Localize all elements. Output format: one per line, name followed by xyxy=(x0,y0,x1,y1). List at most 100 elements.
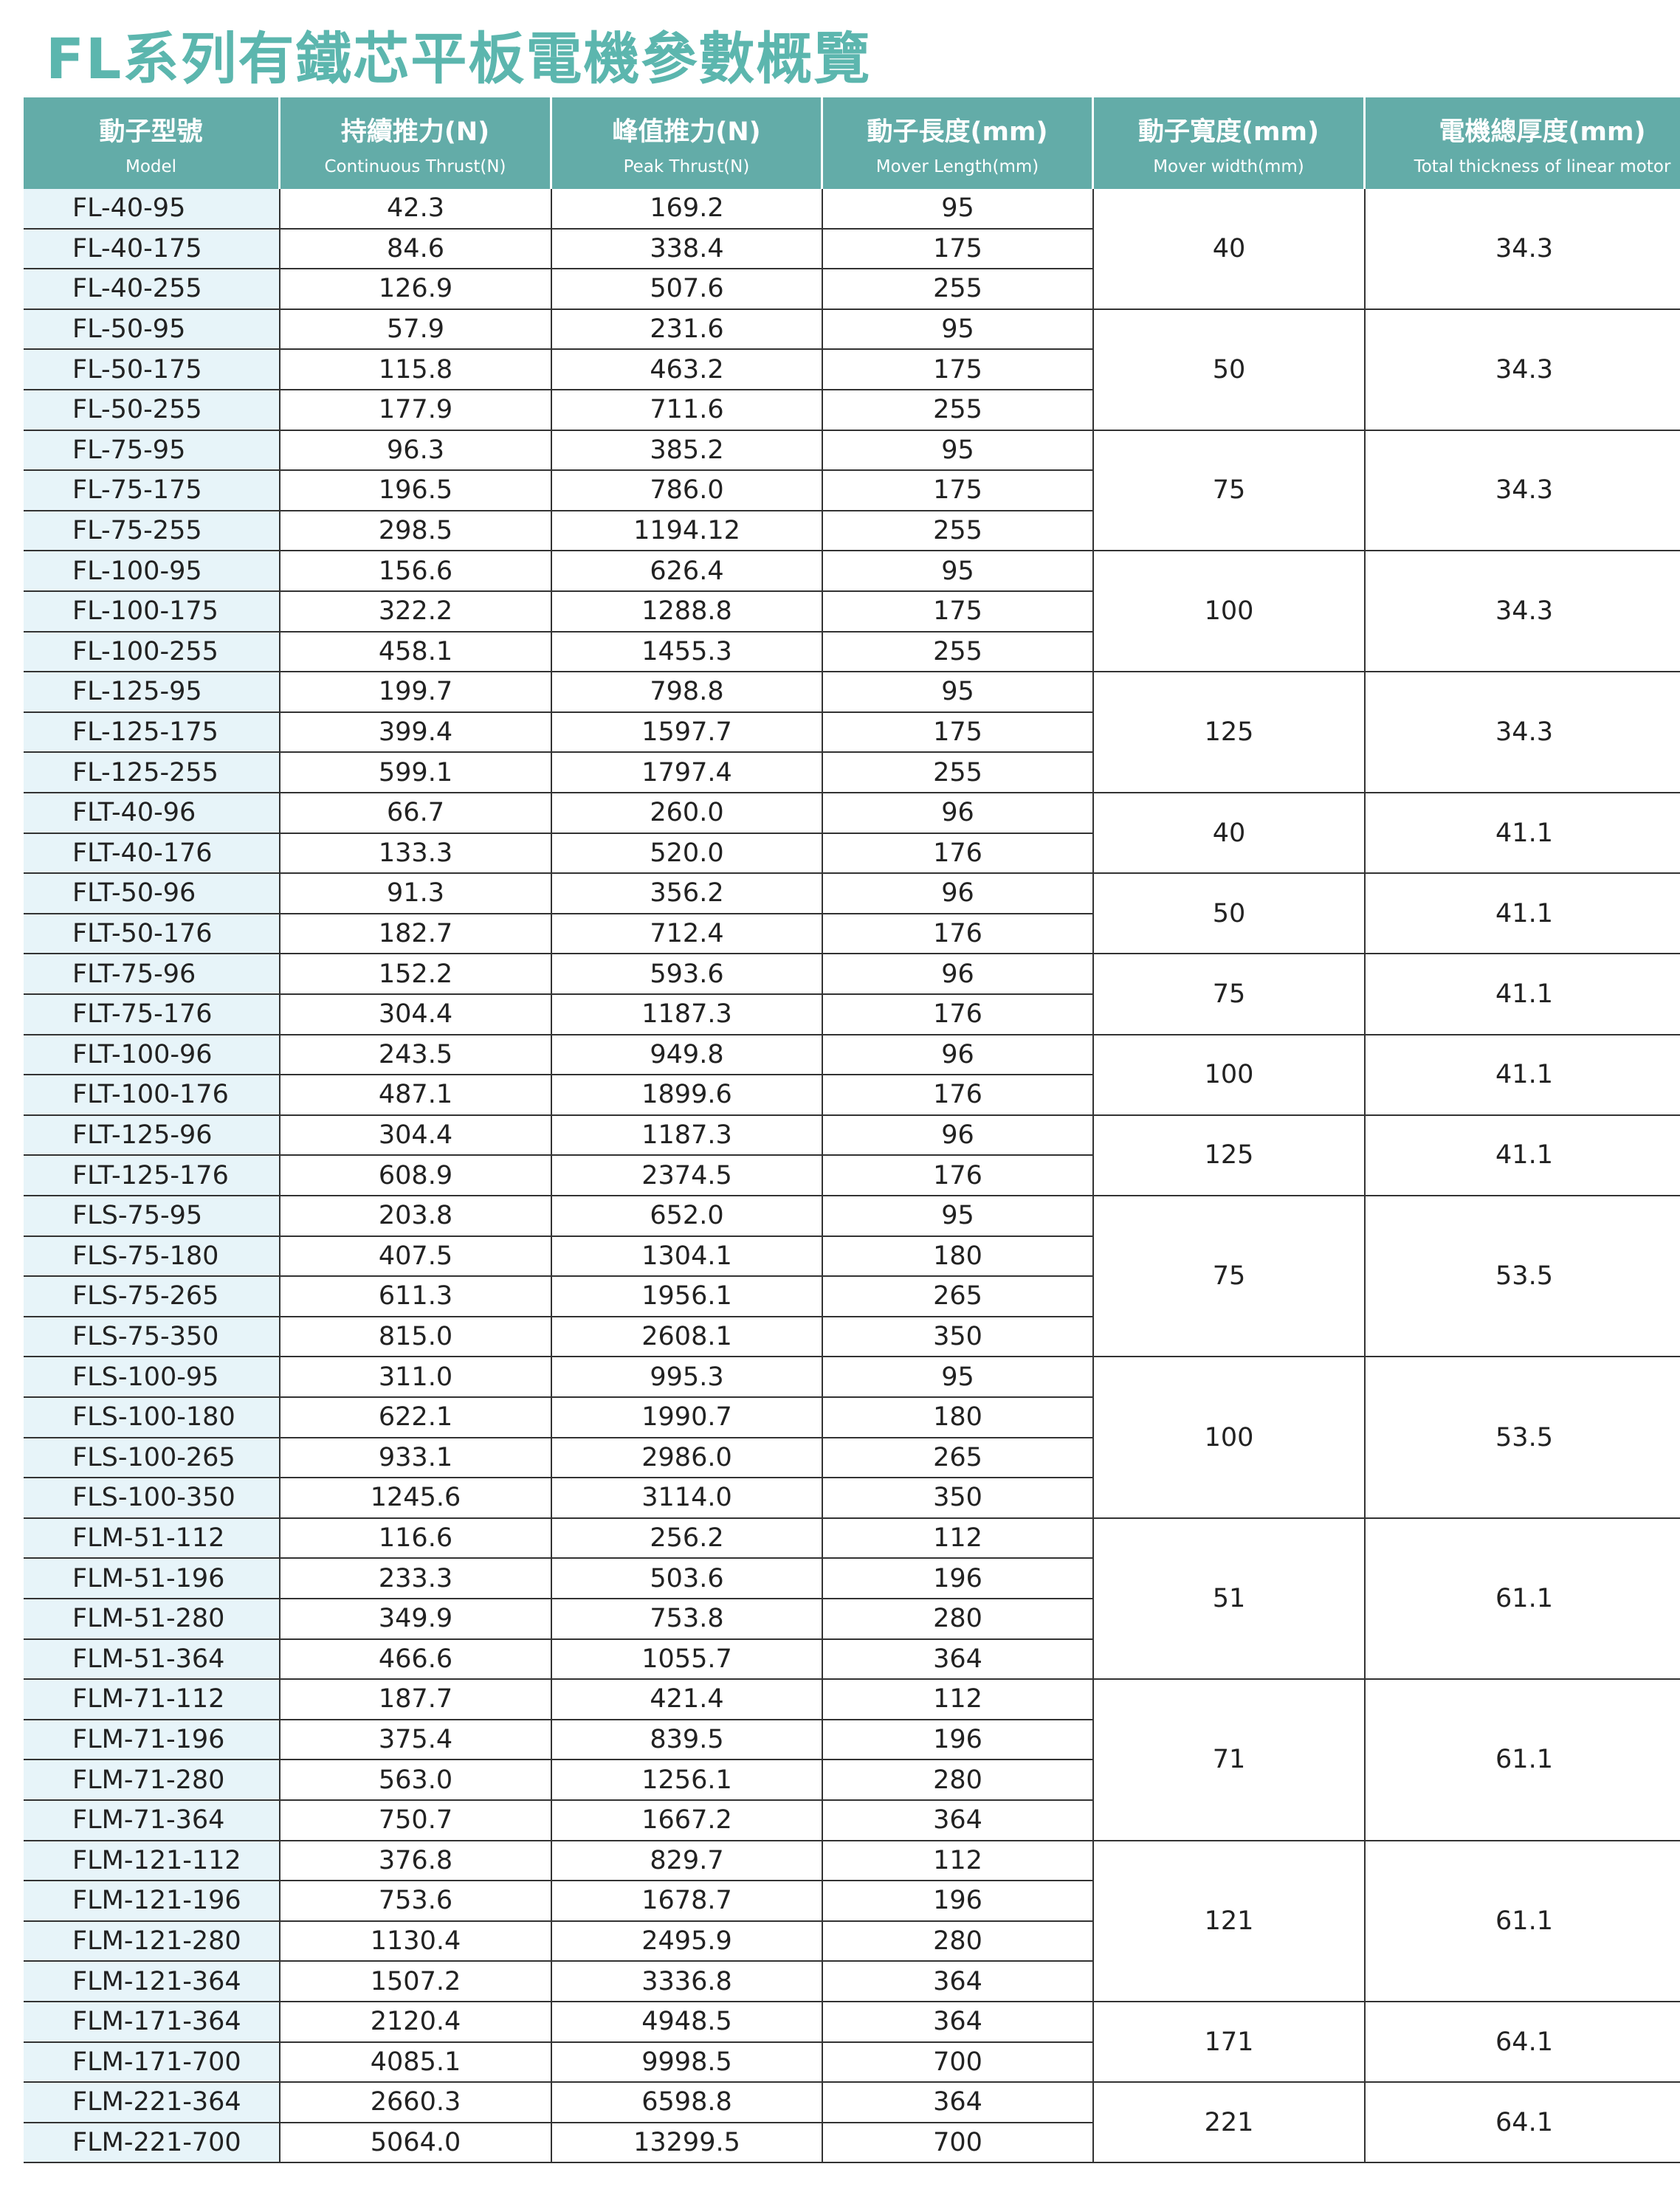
width-cell: 40 xyxy=(1094,189,1366,310)
thickness-cell: 41.1 xyxy=(1366,1116,1680,1196)
model-cell: FL-75-95 xyxy=(24,430,280,472)
value-cell: 700 xyxy=(823,2042,1094,2084)
width-cell: 125 xyxy=(1094,672,1366,793)
model-cell: FLT-50-176 xyxy=(24,914,280,955)
header-cell: 動子長度(mm) Mover Length(mm) xyxy=(823,97,1094,189)
value-cell: 949.8 xyxy=(552,1035,823,1076)
model-cell: FLT-40-96 xyxy=(24,793,280,834)
header-en: Mover width(mm) xyxy=(1153,156,1304,176)
value-cell: 4085.1 xyxy=(280,2042,552,2084)
model-cell: FLM-51-364 xyxy=(24,1639,280,1681)
width-cell: 50 xyxy=(1094,309,1366,431)
value-cell: 364 xyxy=(823,2002,1094,2043)
width-cell: 121 xyxy=(1094,1841,1366,2002)
value-cell: 233.3 xyxy=(280,1559,552,1599)
value-cell: 463.2 xyxy=(552,350,823,390)
header-zh: 動子型號 xyxy=(99,117,203,147)
value-cell: 175 xyxy=(823,712,1094,754)
value-cell: 304.4 xyxy=(280,1115,552,1157)
thickness-cell: 34.3 xyxy=(1366,310,1680,431)
thickness-cell: 61.1 xyxy=(1366,1519,1680,1681)
header-zh: 電機總厚度(mm) xyxy=(1439,117,1646,147)
value-cell: 1455.3 xyxy=(552,632,823,673)
value-cell: 96.3 xyxy=(280,430,552,472)
value-cell: 1797.4 xyxy=(552,753,823,793)
model-cell: FL-40-95 xyxy=(24,189,280,230)
value-cell: 255 xyxy=(823,753,1094,793)
model-cell: FL-75-255 xyxy=(24,511,280,552)
width-cell: 50 xyxy=(1094,874,1366,955)
header-cell: 電機總厚度(mm) Total thickness of linear motor xyxy=(1366,97,1680,189)
value-cell: 349.9 xyxy=(280,1599,552,1640)
value-cell: 839.5 xyxy=(552,1720,823,1761)
thickness-cell: 64.1 xyxy=(1366,2083,1680,2164)
value-cell: 311.0 xyxy=(280,1357,552,1398)
value-cell: 5064.0 xyxy=(280,2123,552,2164)
model-cell: FLM-71-112 xyxy=(24,1680,280,1720)
model-cell: FLT-125-96 xyxy=(24,1115,280,1157)
header-cell: 持續推力(N) Continuous Thrust(N) xyxy=(280,97,552,189)
thickness-cell: 41.1 xyxy=(1366,874,1680,955)
value-cell: 231.6 xyxy=(552,309,823,351)
model-cell: FLM-71-280 xyxy=(24,1760,280,1801)
model-cell: FLT-75-176 xyxy=(24,995,280,1035)
value-cell: 182.7 xyxy=(280,914,552,955)
value-cell: 112 xyxy=(823,1518,1094,1559)
value-cell: 2120.4 xyxy=(280,2002,552,2043)
header-zh: 持續推力(N) xyxy=(340,117,490,147)
value-cell: 350 xyxy=(823,1478,1094,1519)
value-cell: 255 xyxy=(823,632,1094,673)
value-cell: 2374.5 xyxy=(552,1156,823,1196)
value-cell: 1256.1 xyxy=(552,1760,823,1801)
value-cell: 169.2 xyxy=(552,189,823,230)
value-cell: 563.0 xyxy=(280,1760,552,1801)
value-cell: 255 xyxy=(823,390,1094,431)
header-cell: 動子寬度(mm) Mover width(mm) xyxy=(1094,97,1366,189)
value-cell: 203.8 xyxy=(280,1196,552,1237)
value-cell: 95 xyxy=(823,1196,1094,1237)
value-cell: 265 xyxy=(823,1277,1094,1317)
model-cell: FLM-221-700 xyxy=(24,2123,280,2164)
model-cell: FL-40-255 xyxy=(24,269,280,310)
value-cell: 753.6 xyxy=(280,1881,552,1922)
header-en: Mover Length(mm) xyxy=(875,156,1039,176)
value-cell: 407.5 xyxy=(280,1236,552,1278)
model-cell: FLS-100-265 xyxy=(24,1438,280,1479)
value-cell: 995.3 xyxy=(552,1357,823,1398)
value-cell: 798.8 xyxy=(552,672,823,713)
value-cell: 265 xyxy=(823,1438,1094,1479)
value-cell: 196 xyxy=(823,1720,1094,1761)
value-cell: 364 xyxy=(823,2083,1094,2123)
value-cell: 96 xyxy=(823,874,1094,914)
value-cell: 599.1 xyxy=(280,753,552,793)
value-cell: 1245.6 xyxy=(280,1478,552,1519)
thickness-cell: 41.1 xyxy=(1366,954,1680,1035)
value-cell: 196 xyxy=(823,1559,1094,1599)
value-cell: 4948.5 xyxy=(552,2002,823,2043)
model-cell: FLS-100-95 xyxy=(24,1357,280,1398)
value-cell: 356.2 xyxy=(552,874,823,914)
model-cell: FLM-221-364 xyxy=(24,2083,280,2123)
width-cell: 75 xyxy=(1094,1196,1366,1358)
model-cell: FLS-75-265 xyxy=(24,1277,280,1317)
header-zh: 動子長度(mm) xyxy=(867,117,1048,147)
value-cell: 3336.8 xyxy=(552,1962,823,2002)
value-cell: 503.6 xyxy=(552,1559,823,1599)
value-cell: 750.7 xyxy=(280,1801,552,1841)
value-cell: 2495.9 xyxy=(552,1921,823,1962)
value-cell: 175 xyxy=(823,350,1094,390)
value-cell: 95 xyxy=(823,309,1094,351)
model-cell: FLT-100-96 xyxy=(24,1035,280,1076)
model-cell: FL-50-95 xyxy=(24,309,280,351)
width-cell: 40 xyxy=(1094,793,1366,875)
value-cell: 1187.3 xyxy=(552,995,823,1035)
header-en: Continuous Thrust(N) xyxy=(324,156,506,176)
value-cell: 364 xyxy=(823,1801,1094,1841)
model-cell: FLS-75-95 xyxy=(24,1196,280,1237)
value-cell: 152.2 xyxy=(280,954,552,995)
value-cell: 622.1 xyxy=(280,1398,552,1438)
thickness-cell: 53.5 xyxy=(1366,1196,1680,1358)
width-cell: 100 xyxy=(1094,1035,1366,1116)
value-cell: 133.3 xyxy=(280,833,552,875)
value-cell: 1990.7 xyxy=(552,1398,823,1438)
